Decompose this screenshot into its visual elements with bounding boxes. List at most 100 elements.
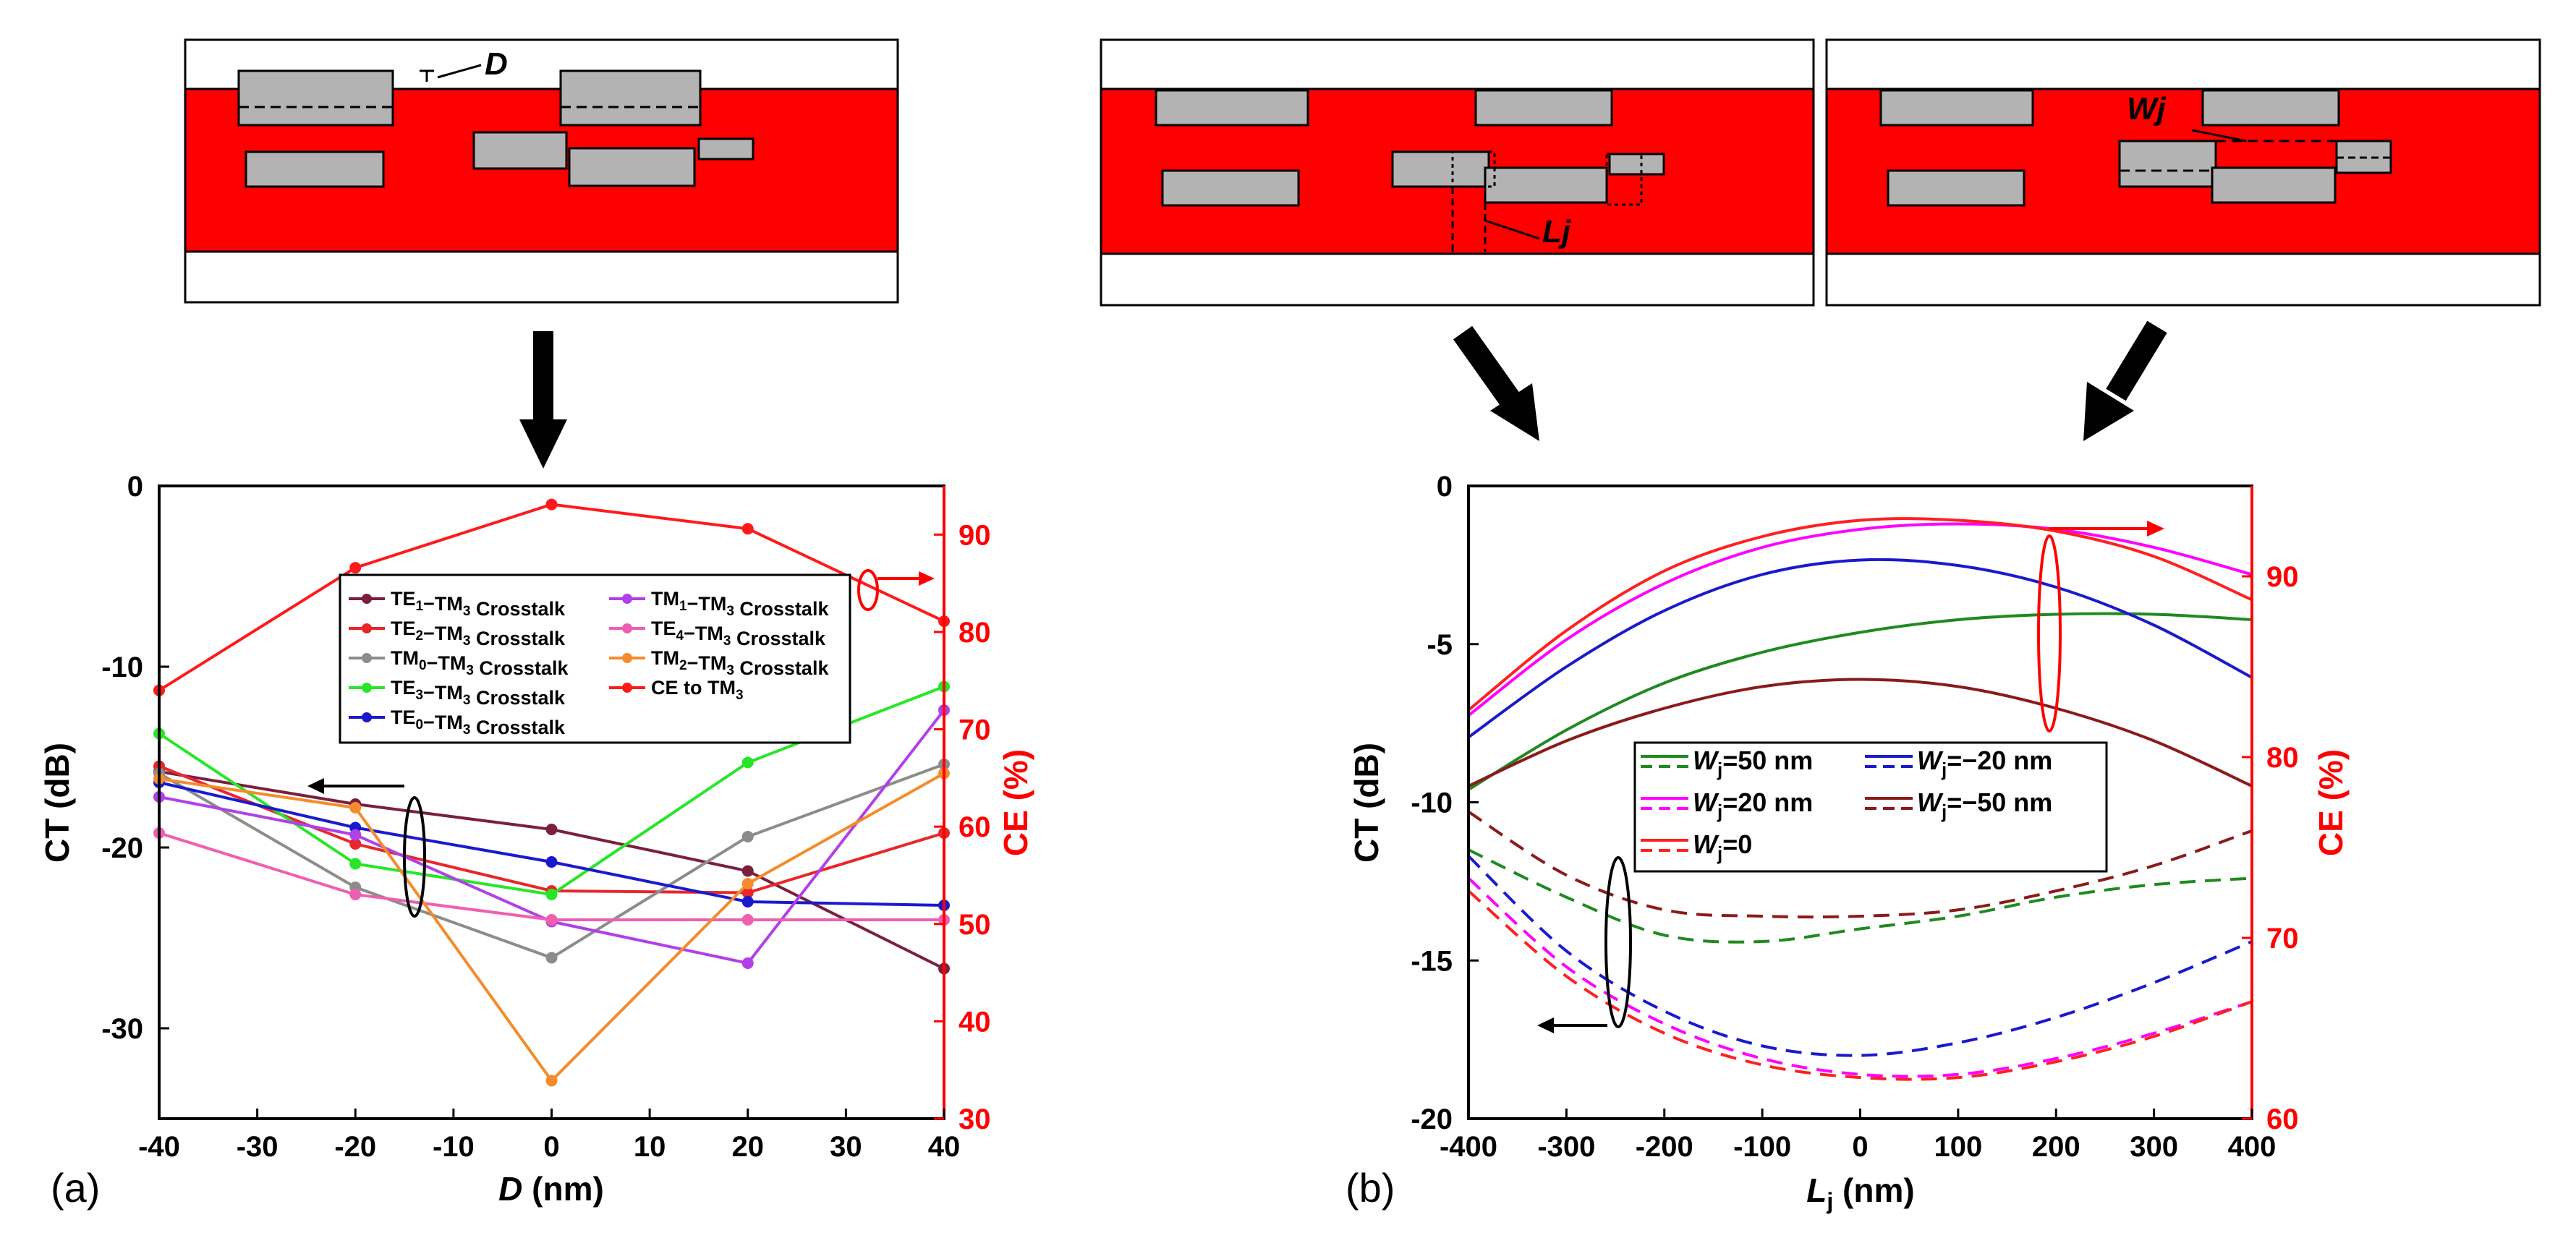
y2-tick-label-b: 70 [2266,923,2299,955]
panel-label-b: (b) [1346,1165,1395,1211]
x-tick-label-b: -400 [1440,1131,1497,1163]
chart-b-ylabel: CT (dB) [1348,743,1385,863]
ce-curve-b-4 [1468,678,2253,787]
chart-a-y2label: CE (%) [997,749,1034,856]
legend-label-b: Wj=−50 nm [1917,787,2052,822]
y2-tick-label-b: 80 [2266,742,2299,774]
diagram-b-left: Lj [1100,38,1815,307]
ce-curve-b-1 [1467,522,2253,717]
x-tick-label-a: -20 [334,1131,376,1163]
x-tick-label-a: 0 [543,1131,559,1163]
ce-curve-b-2 [1467,517,2253,712]
data-point-a-2-3 [741,831,754,842]
legend-label-a: TE0−TM3 Crosstalk [391,706,566,738]
data-point-a-4-3 [741,896,754,908]
y2-tick-label-b: 60 [2266,1103,2299,1135]
data-point-a-7-2 [545,1075,558,1087]
y2-tick-label-a: 90 [958,519,991,551]
ct-curve-b-1 [1467,877,2253,1078]
chart-b: -400 -300 -200 -100 0 100 200 300 400 0 -5 -10 -15 -2… [1346,471,2350,1214]
legend-marker-a [362,623,372,633]
y-tick-label-b: 0 [1437,471,1453,503]
chart-b-marks [1467,517,2253,1081]
legend-label-b: Wj=20 nm [1693,787,1813,822]
legend-marker-a [622,683,632,693]
data-point-a-3-1 [349,858,362,870]
chart-a-legend [339,573,851,744]
y-tick-label-a: 0 [127,471,143,503]
legend-label-b: Wj=−20 nm [1917,746,2052,780]
label-d: D [485,46,508,82]
y2-tick-label-a: 40 [958,1006,991,1038]
data-point-a-3-3 [741,756,754,769]
legend-label-a: TE2−TM3 Crosstalk [391,618,566,649]
data-point-a-6-3 [741,914,754,926]
data-point-a-4-2 [545,856,558,868]
chart-a-ylabel: CT (dB) [38,743,76,863]
data-point-a-0-2 [545,824,558,835]
chart-a-legend-entries: TE1−TM3 Crosstalk TM1−TM3 Crosstalk TE2−TM… [349,588,829,738]
ce-ellipse-a [857,569,879,611]
ce-curve-b-0 [1467,612,2253,791]
data-point-a-8-1 [349,562,362,574]
y-tick-label-b: -15 [1411,945,1453,977]
legend-label-a: TE3−TM3 Crosstalk [391,677,566,709]
diagram-a: D [184,38,899,304]
data-point-a-7-1 [349,802,362,814]
y-tick-label-b: -10 [1411,787,1453,819]
legend-marker-a [362,653,372,663]
legend-label-b: Wj=0 [1693,829,1752,864]
x-tick-label-b: 100 [1934,1131,1983,1163]
legend-marker-a [362,683,372,693]
panel-label-a: (a) [51,1165,100,1211]
x-tick-label-a: 30 [830,1131,862,1163]
ct-curve-b-3 [1467,855,2253,1057]
legend-label-a: TM2−TM3 Crosstalk [651,647,829,679]
x-tick-label-b: 0 [1852,1131,1868,1163]
data-point-a-5-1 [349,829,362,841]
y2-tick-label-a: 60 [958,811,991,843]
data-point-a-1-3 [741,887,754,899]
diagram-b-right: Wj [1825,38,2541,307]
legend-label-a: CE to TM3 [651,677,744,703]
x-tick-label-a: -10 [433,1131,475,1163]
chart-b-ticks: -400 -300 -200 -100 0 100 200 300 400 0 -5 -10 -15 -2… [1411,471,2298,1163]
y-tick-label-a: -20 [101,832,143,864]
legend-marker-a [362,712,372,722]
arrow-down-a [519,331,567,469]
data-point-a-6-1 [349,889,362,900]
data-point-a-1-1 [349,838,362,850]
x-tick-label-b: 400 [2228,1131,2277,1163]
y2-tick-label-a: 80 [958,617,991,649]
y-tick-label-a: -30 [101,1013,143,1045]
data-point-a-8-3 [741,523,754,535]
legend-label-a: TM0−TM3 Crosstalk [391,647,569,679]
chart-a-xlabel: D (nm) [498,1170,604,1208]
arrow-diag-right [2083,320,2167,441]
ct-ellipse-b [1604,856,1632,1028]
legend-label-a: TM1−TM3 Crosstalk [651,588,829,620]
y-tick-label-a: -10 [101,652,143,683]
y2-tick-label-a: 50 [958,909,991,941]
data-point-a-3-2 [545,889,558,900]
data-point-a-6-2 [545,914,558,926]
y2-tick-label-b: 90 [2266,561,2299,593]
x-tick-label-b: -200 [1636,1131,1693,1163]
x-tick-label-b: -300 [1537,1131,1595,1163]
legend-marker-a [362,594,372,604]
chart-a-ticks: -40 -30 -20 -10 0 10 20 30 400-10-20-30908070605… [101,471,990,1163]
chart-b-y2label: CE (%) [2312,749,2350,856]
series-line-a-6 [158,832,944,921]
x-tick-label-a: -30 [237,1131,279,1163]
data-point-a-2-2 [545,952,558,964]
y-tick-label-b: -20 [1411,1103,1453,1135]
label-lj: Lj [1542,214,1571,249]
y2-tick-label-a: 30 [958,1103,991,1135]
x-tick-label-a: 10 [634,1131,666,1163]
ct-curve-b-0 [1468,848,2253,944]
chart-a: -40 -30 -20 -10 0 10 20 30 400-10-20-30908070605… [38,471,1034,1211]
data-point-a-0-3 [741,865,754,877]
legend-marker-a [622,653,632,663]
data-point-a-7-3 [741,878,754,889]
